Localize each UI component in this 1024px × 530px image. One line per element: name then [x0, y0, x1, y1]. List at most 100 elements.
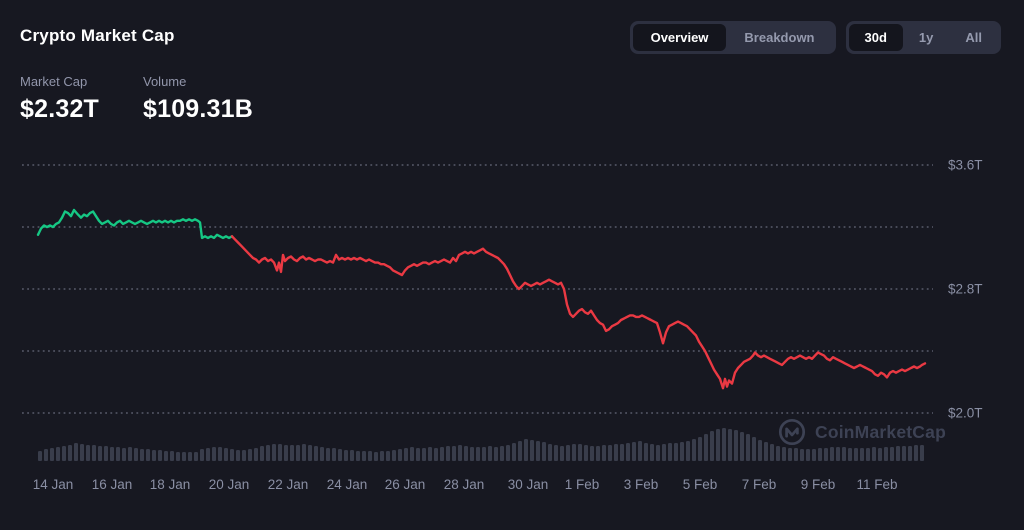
- volume-bar: [122, 448, 126, 461]
- volume-bar: [194, 452, 198, 461]
- page-title: Crypto Market Cap: [20, 26, 175, 45]
- volume-bar: [764, 442, 768, 461]
- volume-bar: [98, 446, 102, 461]
- range-30d-button[interactable]: 30d: [848, 24, 903, 51]
- volume-bar: [794, 448, 798, 461]
- volume-bar: [440, 447, 444, 461]
- volume-bar: [812, 449, 816, 461]
- range-1y-button[interactable]: 1y: [903, 24, 949, 51]
- volume-bar: [92, 445, 96, 461]
- volume-bar: [482, 447, 486, 461]
- volume-bar: [218, 447, 222, 461]
- volume-bar: [842, 447, 846, 461]
- volume-bar: [410, 447, 414, 461]
- volume-bar: [638, 441, 642, 461]
- volume-bar: [872, 447, 876, 461]
- volume-bar: [596, 446, 600, 461]
- volume-bar: [350, 450, 354, 461]
- volume-bar: [782, 447, 786, 461]
- volume-bar: [866, 448, 870, 461]
- volume-bar: [554, 445, 558, 461]
- tab-breakdown[interactable]: Breakdown: [726, 24, 832, 51]
- volume-bar: [236, 450, 240, 461]
- volume-bar: [560, 446, 564, 461]
- volume-bar: [614, 444, 618, 461]
- volume-bar: [836, 447, 840, 461]
- volume-bar: [74, 443, 78, 461]
- volume-bar: [44, 449, 48, 461]
- x-axis-label: 11 Feb: [856, 477, 897, 492]
- volume-bar: [512, 443, 516, 461]
- volume-bar: [578, 444, 582, 461]
- volume-bar: [602, 445, 606, 461]
- market-cap-up-line: [36, 208, 234, 240]
- volume-bar: [62, 446, 66, 461]
- volume-bar: [800, 449, 804, 461]
- x-axis-label: 3 Feb: [624, 477, 659, 492]
- volume-bar: [890, 447, 894, 461]
- volume-bar: [488, 446, 492, 461]
- volume-bar: [644, 443, 648, 461]
- x-axis-label: 9 Feb: [801, 477, 836, 492]
- volume-bar: [536, 441, 540, 461]
- volume-bar: [152, 450, 156, 461]
- volume-bar: [302, 444, 306, 461]
- volume-bar: [758, 440, 762, 461]
- volume-bar: [140, 449, 144, 461]
- volume-bar: [266, 445, 270, 461]
- volume-bar: [716, 429, 720, 461]
- volume-bar: [656, 445, 660, 461]
- chart-controls: Overview Breakdown 30d 1y All: [629, 21, 1001, 54]
- y-axis-label: $2.8T: [948, 282, 983, 297]
- volume-bar: [692, 439, 696, 461]
- volume-bar: [914, 445, 918, 461]
- volume-bar: [500, 446, 504, 461]
- x-axis-label: 1 Feb: [565, 477, 600, 492]
- volume-bar: [434, 448, 438, 461]
- volume-bar: [650, 444, 654, 461]
- y-axis-label: $3.6T: [948, 158, 983, 173]
- volume-bar: [314, 446, 318, 461]
- volume-bar: [662, 444, 666, 461]
- volume-bar: [356, 451, 360, 461]
- volume-bar: [428, 447, 432, 461]
- volume-bar: [818, 448, 822, 461]
- volume-bar: [392, 450, 396, 461]
- volume-bar: [464, 446, 468, 461]
- volume-bar: [254, 448, 258, 461]
- volume-bar: [158, 450, 162, 461]
- volume-bar: [452, 446, 456, 461]
- volume-bar: [824, 448, 828, 461]
- volume-bar: [572, 444, 576, 461]
- volume-bar: [56, 447, 60, 461]
- volume-bar: [80, 444, 84, 461]
- volume-bar: [674, 443, 678, 461]
- volume-bar: [752, 437, 756, 461]
- volume-bar: [272, 444, 276, 461]
- volume-bar: [908, 446, 912, 461]
- volume-bar: [416, 448, 420, 461]
- range-all-button[interactable]: All: [949, 24, 998, 51]
- volume-value: $109.31B: [143, 95, 254, 123]
- volume-bar: [668, 443, 672, 461]
- volume-bar: [248, 449, 252, 461]
- tab-overview[interactable]: Overview: [632, 24, 727, 51]
- volume-bar: [686, 441, 690, 461]
- volume-bar: [446, 446, 450, 461]
- volume-bar: [518, 441, 522, 461]
- volume-bar: [830, 447, 834, 461]
- market-cap-stat: Market Cap $2.32T: [20, 74, 99, 124]
- volume-bar: [584, 445, 588, 461]
- volume-bar: [524, 439, 528, 461]
- volume-bar: [920, 445, 924, 461]
- volume-bar: [278, 444, 282, 461]
- volume-bar: [242, 450, 246, 461]
- range-toggle: 30d 1y All: [845, 21, 1001, 54]
- volume-bar: [398, 449, 402, 461]
- x-axis-label: 22 Jan: [268, 477, 309, 492]
- volume-bar: [878, 448, 882, 461]
- volume-bar: [230, 449, 234, 461]
- volume-bar: [326, 448, 330, 461]
- market-cap-value: $2.32T: [20, 95, 100, 123]
